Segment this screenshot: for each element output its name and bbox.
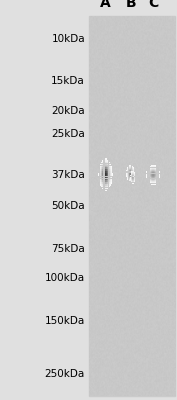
Text: 10kDa: 10kDa bbox=[51, 34, 85, 44]
Text: 150kDa: 150kDa bbox=[45, 316, 85, 326]
Text: B: B bbox=[126, 0, 137, 10]
Text: 20kDa: 20kDa bbox=[51, 106, 85, 116]
Text: 37kDa: 37kDa bbox=[51, 170, 85, 180]
Text: C: C bbox=[148, 0, 158, 10]
Text: 100kDa: 100kDa bbox=[45, 274, 85, 284]
Text: A: A bbox=[100, 0, 111, 10]
Text: 50kDa: 50kDa bbox=[51, 202, 85, 212]
Bar bbox=[88, 16, 175, 396]
Text: 250kDa: 250kDa bbox=[45, 369, 85, 379]
Text: 75kDa: 75kDa bbox=[51, 244, 85, 254]
Text: 15kDa: 15kDa bbox=[51, 76, 85, 86]
Text: 25kDa: 25kDa bbox=[51, 129, 85, 139]
